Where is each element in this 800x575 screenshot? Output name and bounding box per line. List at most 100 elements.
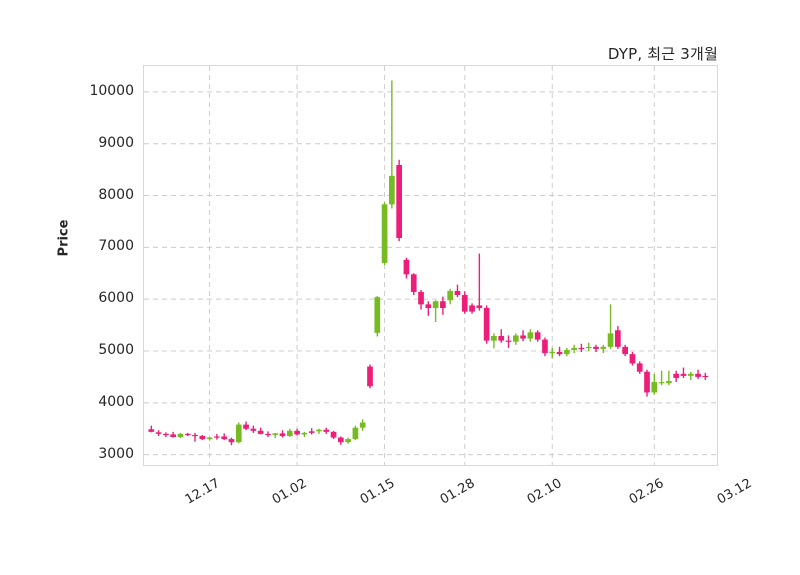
candle-body [330,431,337,438]
chart-title: DYP, 최근 3개월 [607,45,718,63]
candle-body [447,290,454,301]
candlestick [687,371,694,381]
candlestick [316,428,322,434]
candle-body [687,373,694,376]
candlestick [192,432,198,442]
candle-body [651,382,658,393]
candle-body [389,175,395,205]
candle-body [396,164,402,239]
candlestick [542,337,548,357]
candle-body [403,259,410,275]
candle-body [381,204,388,263]
candle-body [644,371,650,393]
candle-body [702,375,709,378]
candle-body [505,340,512,342]
candle-body [235,424,242,443]
candle-body [549,352,556,354]
candle-body [418,291,424,305]
candlestick [607,304,614,349]
candlestick [323,427,330,434]
candle-body [542,339,548,354]
candle-body [148,429,155,432]
candle-body [192,434,198,437]
candle-body [265,433,271,436]
candlestick [651,373,658,395]
candle-body [214,436,220,438]
y-axis-tick-label: 3000 [98,445,134,462]
candlestick [410,273,417,296]
candle-body [469,305,475,312]
candle-body [432,301,439,308]
candlestick [498,329,505,343]
candlestick [666,370,672,386]
candlestick [345,437,351,444]
candle-body [520,335,526,339]
candlestick [235,422,242,444]
candlestick [221,433,228,441]
candle-body [636,363,643,372]
candlestick [549,347,556,359]
candlestick [148,425,155,433]
candle-body [155,432,162,434]
candle-body [491,335,497,341]
candlestick [491,333,497,349]
candle-body [221,436,228,440]
candle-body [527,332,534,339]
candlestick [534,330,541,342]
candle-body [425,304,432,308]
candlestick [228,437,235,446]
candlestick [622,344,628,357]
candlestick [177,432,184,439]
candlestick [520,330,526,342]
candlestick [359,419,366,431]
candle-body [279,433,286,436]
candle-body [658,382,665,384]
candle-body [337,437,344,443]
candle-body [498,335,505,341]
candle-body [483,307,490,341]
candlestick [272,432,279,439]
candlestick [184,432,191,436]
candlestick [447,288,454,305]
candlestick [578,343,585,353]
candlestick [593,344,599,353]
candle-body [410,274,417,292]
candle-body [629,354,636,364]
candle-body [593,346,599,349]
candlestick [381,202,388,265]
candlestick [585,342,592,351]
candlestick [374,296,381,337]
candlestick [367,364,373,389]
candle-body [622,346,628,355]
candlestick [615,326,621,349]
candle-body [454,290,461,296]
candle-body [272,433,279,435]
candle-body [556,352,563,355]
candle-body [184,433,191,436]
x-axis-tick-label: 03.12 [714,476,755,508]
y-axis-tick-labels: 3000 4000 5000 6000 7000 8000 9000 10000 [74,0,134,575]
candle-body [534,332,541,340]
candlestick [330,430,337,440]
candle-body [323,429,330,432]
candle-body [695,373,701,377]
candlestick [483,305,490,344]
candlestick [673,370,680,383]
plot-area [143,65,718,466]
x-axis-tick-label: 12.17 [182,476,223,508]
x-axis-tick-label: 01.28 [437,476,478,508]
candlestick [199,434,206,441]
candle-body [243,424,249,429]
candlestick [250,425,257,433]
candlestick [425,301,432,316]
candlestick [440,296,446,315]
candlestick [469,303,475,314]
candle-body [308,431,315,433]
candle-body [578,347,585,350]
candlestick [629,352,636,366]
candle-body [301,432,308,435]
candle-body [352,427,359,440]
candlestick [352,425,359,441]
candlestick [403,257,410,279]
candle-body [345,439,351,443]
